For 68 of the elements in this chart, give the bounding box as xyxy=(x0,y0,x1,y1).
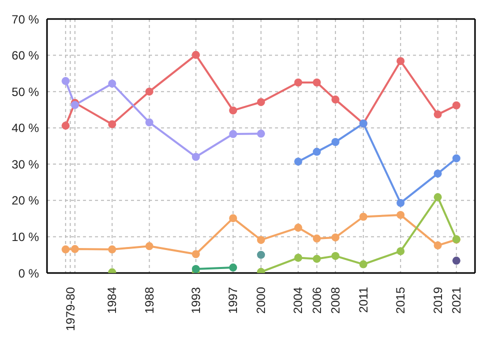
point xyxy=(70,245,79,254)
point xyxy=(62,77,70,86)
point xyxy=(312,234,321,243)
y-tick-label: 40 % xyxy=(12,121,40,136)
x-tick-label: 2006 xyxy=(310,286,324,314)
y-tick-label: 50 % xyxy=(12,84,40,99)
point xyxy=(331,138,340,146)
y-tick-label: 30 % xyxy=(12,157,40,172)
point xyxy=(108,245,116,254)
point xyxy=(257,130,265,138)
point xyxy=(229,106,238,114)
point xyxy=(108,120,116,128)
x-tick-label: 2000 xyxy=(254,286,268,314)
point xyxy=(192,265,200,273)
point xyxy=(452,101,460,110)
x-tick-label: 2019 xyxy=(430,286,445,314)
x-tick-label: 2015 xyxy=(394,286,408,314)
point xyxy=(312,254,321,263)
point xyxy=(145,88,154,96)
point xyxy=(108,80,116,88)
x-tick-label: 1993 xyxy=(188,286,203,314)
y-tick-label: 0 % xyxy=(18,266,40,280)
point xyxy=(434,193,442,202)
x-tick-label: 2004 xyxy=(291,286,306,314)
point xyxy=(359,212,368,221)
point xyxy=(312,148,321,156)
x-tick-label: 1988 xyxy=(142,286,156,314)
point xyxy=(294,224,302,232)
point xyxy=(229,264,238,272)
point xyxy=(294,78,302,86)
point xyxy=(359,260,368,268)
point xyxy=(452,154,460,162)
point xyxy=(452,256,460,265)
point xyxy=(145,118,154,126)
x-tick-label: 1979-80 xyxy=(63,286,78,332)
x-tick-label: 1984 xyxy=(105,286,120,314)
point xyxy=(396,210,405,219)
point xyxy=(257,98,265,106)
point xyxy=(257,250,265,259)
y-tick-label: 10 % xyxy=(12,230,40,244)
point xyxy=(331,233,340,242)
x-tick-label: 2008 xyxy=(328,286,342,314)
point xyxy=(331,96,340,104)
point xyxy=(229,214,238,222)
point xyxy=(192,152,200,161)
y-tick-label: 20 % xyxy=(12,194,40,208)
point xyxy=(294,158,302,166)
point xyxy=(396,247,405,256)
point xyxy=(192,250,200,258)
point xyxy=(434,241,442,250)
point xyxy=(434,170,442,178)
point xyxy=(331,252,340,260)
point xyxy=(257,236,265,244)
point xyxy=(434,110,442,118)
x-tick-label: 2021 xyxy=(449,286,464,314)
x-tick-label: 1997 xyxy=(226,286,240,314)
point xyxy=(192,50,200,59)
point xyxy=(229,130,238,138)
point xyxy=(145,242,154,250)
x-tick-label: 2011 xyxy=(356,286,370,313)
point xyxy=(62,245,70,254)
point xyxy=(62,122,70,130)
point xyxy=(396,198,405,207)
y-tick-label: 70 % xyxy=(12,12,40,26)
point xyxy=(396,57,405,66)
point xyxy=(294,254,302,262)
y-tick-label: 60 % xyxy=(12,48,40,63)
point xyxy=(312,78,321,86)
